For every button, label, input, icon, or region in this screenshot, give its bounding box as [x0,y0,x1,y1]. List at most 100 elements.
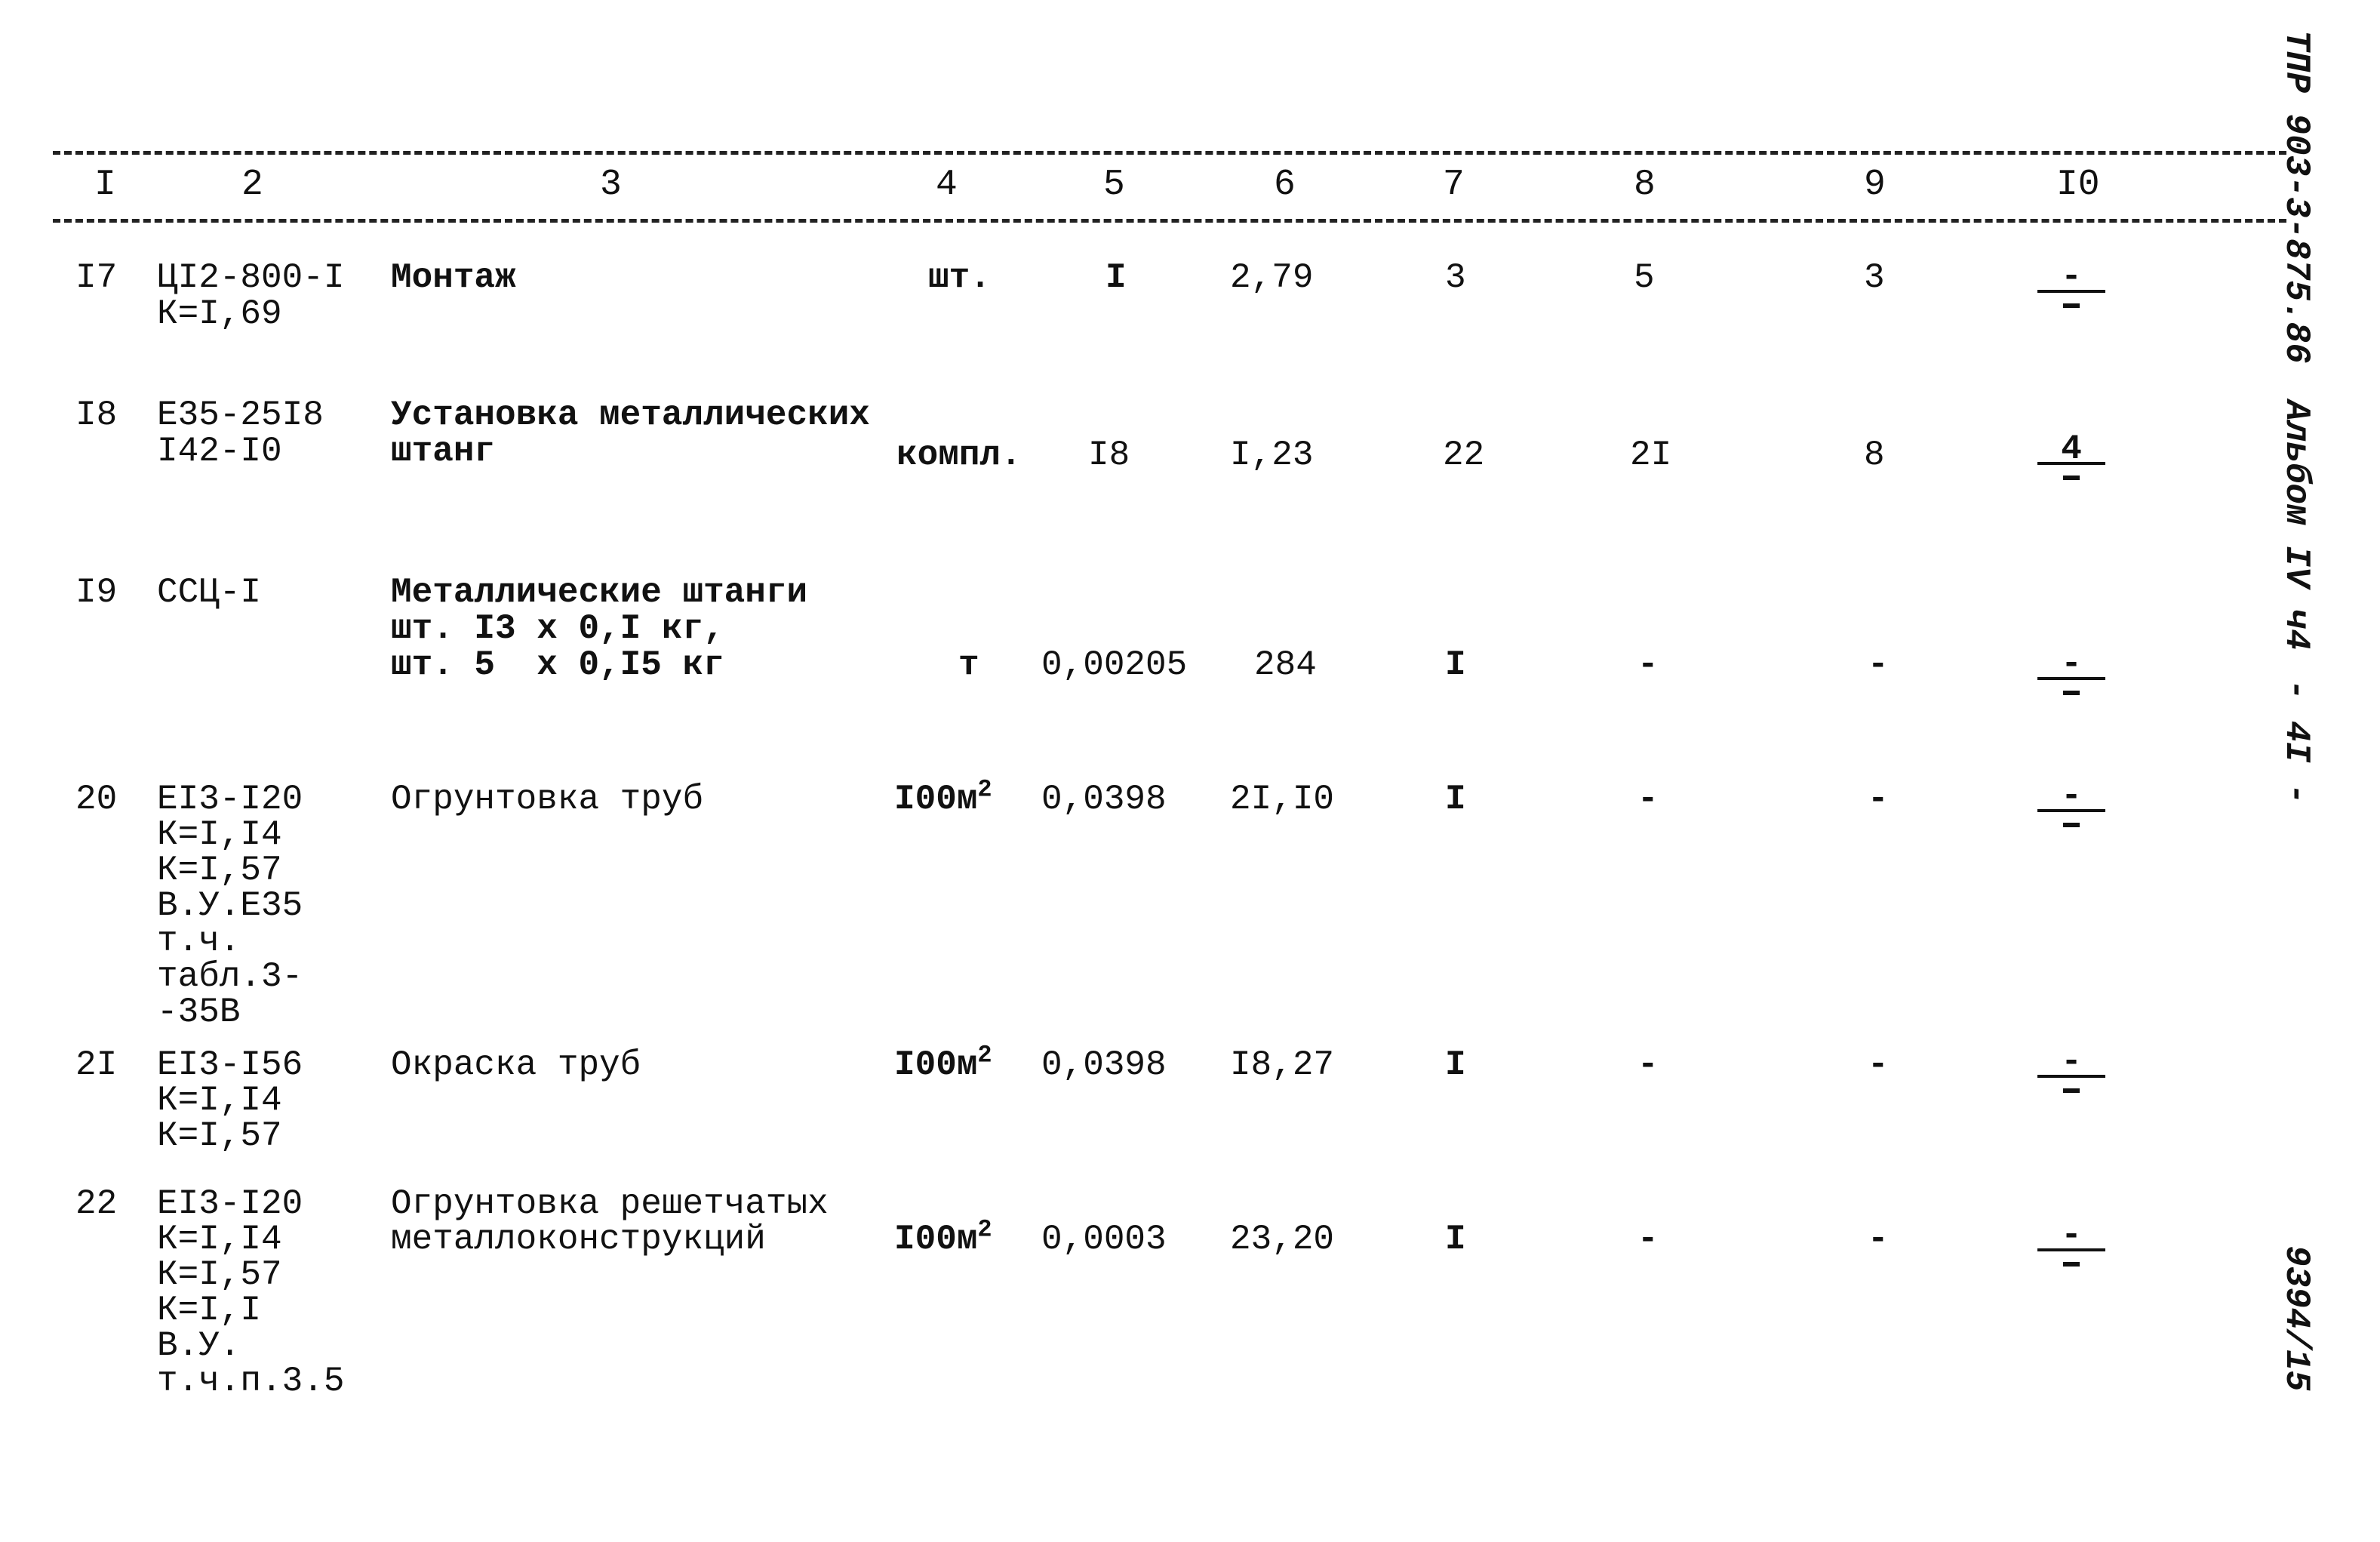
code-line: К=I,I [157,1291,262,1330]
code-line: ЕI3-I56 [157,1045,303,1085]
col10-top: 4 [2061,429,2082,469]
col9-value: - [1868,1220,1889,1259]
code-line: К=I,I4 [157,815,282,854]
col-header-6: 6 [1274,165,1296,205]
col-header-9: 9 [1864,165,1886,205]
work-name: Металлические штанги [391,573,808,612]
col8-value: - [1637,645,1659,685]
code-line: ЕI3-I20 [157,1184,303,1223]
code-line: К=I,57 [157,851,282,890]
code-line: I42-I0 [157,432,282,471]
col8-value: 2I [1630,436,1672,475]
col8-value: - [1637,780,1659,819]
col7-value: I [1445,1045,1466,1085]
col-header-5: 5 [1103,165,1125,205]
col7-value: I [1445,645,1466,685]
unit: I00м2 [894,775,992,819]
col-header-7: 7 [1443,165,1465,205]
row-number: I8 [75,396,118,435]
code-line: -35В [157,993,241,1032]
unit: шт. [928,258,991,297]
work-name: штанг [391,432,496,471]
col10-bottom [2063,303,2080,308]
col9-value: - [1868,780,1889,819]
quantity: 0,00205 [1041,645,1188,685]
code-line: ЕI3-I20 [157,780,303,819]
quantity: I [1105,258,1127,297]
code-line: ЦI2-800-I [157,258,345,297]
work-name: шт. 5 x 0,I5 кг [391,645,724,685]
col10-bottom [2063,476,2080,480]
col10-top: - [2061,1042,2082,1082]
work-name: Монтаж [391,258,516,297]
header-top-rule [53,151,2286,155]
row-number: 2I [75,1045,118,1085]
col9-value: - [1868,645,1889,685]
unit-price: I8,27 [1230,1045,1335,1085]
row-number: 22 [75,1184,118,1223]
code-line: К=I,57 [157,1255,282,1294]
col8-value: 5 [1634,258,1655,297]
col8-value: - [1637,1220,1659,1259]
col-header-1: I [94,165,116,205]
col10-fraction: - [2037,257,2105,308]
row-number: 20 [75,780,118,819]
page-number: - 4I - [2277,679,2316,805]
col-header-8: 8 [1634,165,1656,205]
col9-value: 3 [1864,258,1885,297]
unit-price: 2I,I0 [1230,780,1335,819]
col10-bottom [2063,691,2080,695]
quantity: 0,0398 [1041,1045,1167,1085]
col10-top: - [2061,257,2082,297]
unit: I00м2 [894,1041,992,1085]
col10-top: - [2061,777,2082,816]
col8-value: - [1637,1045,1659,1085]
col10-top: - [2061,1216,2082,1255]
code-line: табл.3- [157,957,303,996]
col7-value: I [1445,1220,1466,1259]
inventory-number: 9394/15 [2277,1245,2316,1392]
col7-value: I [1445,780,1466,819]
unit: т [958,645,979,685]
code-line: ССЦ-I [157,573,262,612]
album-label: Альбом IV ч4 [2277,400,2316,651]
col10-fraction: - [2037,777,2105,827]
col10-fraction: 4 [2037,429,2105,480]
quantity: I8 [1088,436,1130,475]
col10-fraction: - [2037,1042,2105,1093]
work-name: металлоконструкций [391,1220,766,1259]
document-code: ТПР 903-3-875.86 [2277,30,2316,364]
col10-bottom [2063,1262,2080,1267]
work-name: Огрунтовка решетчатых [391,1184,829,1223]
work-name: шт. I3 x 0,I кг, [391,609,724,648]
quantity: 0,0398 [1041,780,1167,819]
unit: компл. [896,436,1022,475]
col10-bottom [2063,1088,2080,1093]
code-line: т.ч.п.3.5 [157,1362,345,1401]
code-line: К=I,57 [157,1116,282,1156]
work-name: Установка металлических [391,396,870,435]
code-line: Е35-25I8 [157,396,324,435]
work-name: Огрунтовка труб [391,780,704,819]
col10-bottom [2063,823,2080,827]
col9-value: - [1868,1045,1889,1085]
unit-price: 2,79 [1230,258,1314,297]
code-line: В.У. [157,1326,241,1365]
col-header-2: 2 [241,165,263,205]
code-line: В.У.Е35 [157,886,303,925]
col-header-3: 3 [600,165,622,205]
work-name: Окраска труб [391,1045,641,1085]
col-header-4: 4 [936,165,958,205]
col9-value: 8 [1864,436,1885,475]
unit-price: 284 [1254,645,1317,685]
header-bottom-rule [53,219,2286,223]
col10-top: - [2061,645,2082,684]
col7-value: 22 [1443,436,1485,475]
unit-price: I,23 [1230,436,1314,475]
col-header-10: I0 [2056,165,2100,205]
col7-value: 3 [1445,258,1466,297]
unit-price: 23,20 [1230,1220,1335,1259]
unit: I00м2 [894,1215,992,1259]
row-number: I7 [75,258,118,297]
row-number: I9 [75,573,118,612]
